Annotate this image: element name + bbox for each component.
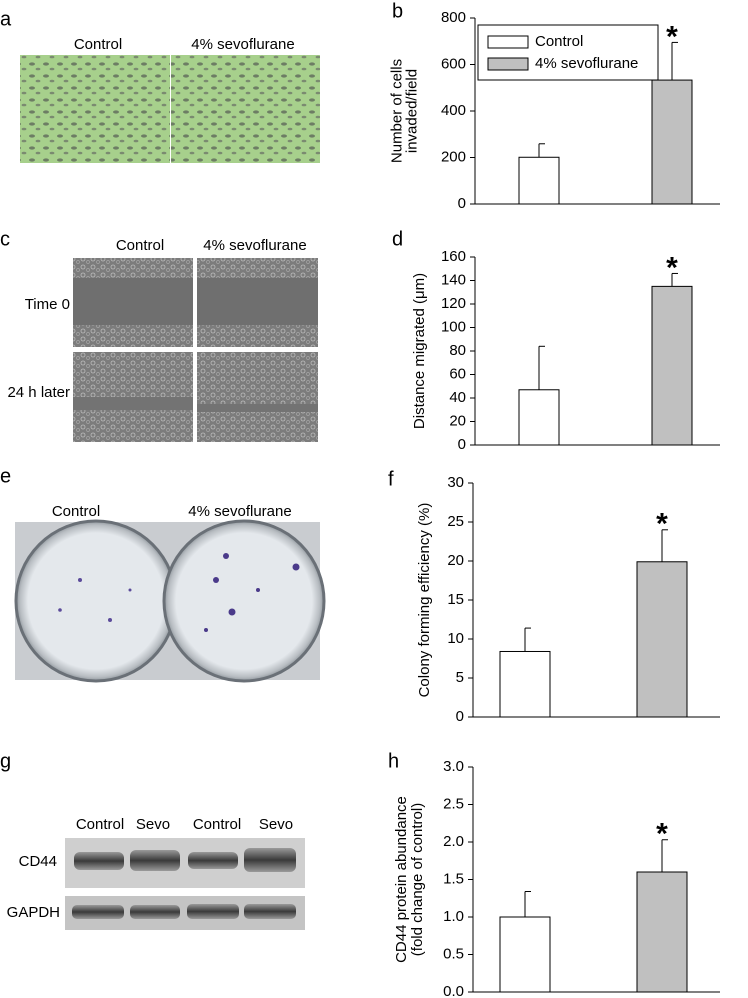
y-tick-label: 80	[449, 342, 466, 359]
y-tick-label: 0	[458, 436, 466, 453]
significance-mark: *	[666, 251, 678, 284]
column-label: 4% sevoflurane	[191, 36, 294, 53]
y-tick-label: 5	[456, 669, 464, 686]
row-label: CD44	[19, 853, 57, 870]
y-tick-label: 15	[447, 591, 464, 608]
y-tick-label: 400	[441, 102, 466, 119]
y-axis-label: invaded/field	[403, 69, 420, 153]
y-axis-label: CD44 protein abundance	[393, 796, 410, 963]
bar	[651, 79, 693, 205]
bar	[636, 561, 688, 718]
y-tick-label: 600	[441, 55, 466, 72]
legend-label: 4% sevoflurane	[535, 55, 638, 72]
y-tick-label: 1.0	[443, 908, 464, 925]
column-label: 4% sevoflurane	[203, 237, 306, 254]
column-label: Control	[74, 36, 122, 53]
micrograph	[20, 55, 170, 163]
row-label: 24 h later	[7, 384, 70, 401]
y-tick-label: 120	[441, 295, 466, 312]
column-label: Control	[116, 237, 164, 254]
y-tick-label: 100	[441, 318, 466, 335]
row-label: GAPDH	[7, 904, 60, 921]
bar	[518, 389, 560, 446]
column-label: Control	[52, 503, 100, 520]
micrograph	[171, 55, 320, 163]
column-label: Control	[193, 816, 241, 833]
scratch-images	[73, 258, 318, 442]
legend-box	[477, 24, 659, 81]
panel-letter: a	[0, 8, 12, 30]
y-tick-label: 0	[458, 195, 466, 212]
panel-letter: d	[392, 228, 403, 250]
bar	[518, 156, 560, 205]
colony-plate	[14, 519, 326, 683]
y-tick-label: 2.0	[443, 833, 464, 850]
y-tick-label: 2.5	[443, 795, 464, 812]
y-axis-label: Number of cells	[388, 59, 405, 163]
western-blot	[65, 838, 305, 930]
panel-letter: g	[0, 750, 11, 772]
y-tick-label: 20	[447, 552, 464, 569]
y-tick-label: 1.5	[443, 870, 464, 887]
y-axis-label: Distance migrated (μm)	[411, 273, 428, 429]
y-tick-label: 25	[447, 513, 464, 530]
panel-letter: f	[388, 468, 394, 490]
y-tick-label: 40	[449, 389, 466, 406]
column-label: Sevo	[259, 816, 293, 833]
y-tick-label: 140	[441, 271, 466, 288]
panel-letter: c	[0, 228, 10, 250]
legend-swatch	[487, 57, 529, 71]
y-tick-label: 60	[449, 365, 466, 382]
legend-label: Control	[535, 33, 583, 50]
significance-mark: *	[656, 508, 668, 541]
legend-swatch	[487, 35, 529, 49]
y-tick-label: 160	[441, 248, 466, 265]
panel-letter: b	[392, 0, 403, 22]
y-tick-label: 20	[449, 412, 466, 429]
significance-mark: *	[656, 818, 668, 851]
row-label: Time 0	[25, 296, 70, 313]
column-label: Control	[76, 816, 124, 833]
y-tick-label: 200	[441, 148, 466, 165]
bar	[636, 871, 688, 993]
panel-letter: h	[388, 750, 399, 772]
y-axis-label: Colony forming efficiency (%)	[416, 503, 433, 698]
y-tick-label: 800	[441, 9, 466, 26]
y-axis-label: (fold change of control)	[409, 803, 426, 956]
y-tick-label: 0.5	[443, 945, 464, 962]
bar	[499, 650, 551, 718]
bar	[499, 916, 551, 993]
y-tick-label: 3.0	[443, 758, 464, 775]
column-label: Sevo	[136, 816, 170, 833]
y-tick-label: 0.0	[443, 983, 464, 998]
panel-letter: e	[0, 465, 11, 487]
y-tick-label: 0	[456, 708, 464, 725]
bar	[651, 285, 693, 446]
significance-mark: *	[666, 20, 678, 53]
y-tick-label: 10	[447, 630, 464, 647]
column-label: 4% sevoflurane	[188, 503, 291, 520]
y-tick-label: 30	[447, 474, 464, 491]
